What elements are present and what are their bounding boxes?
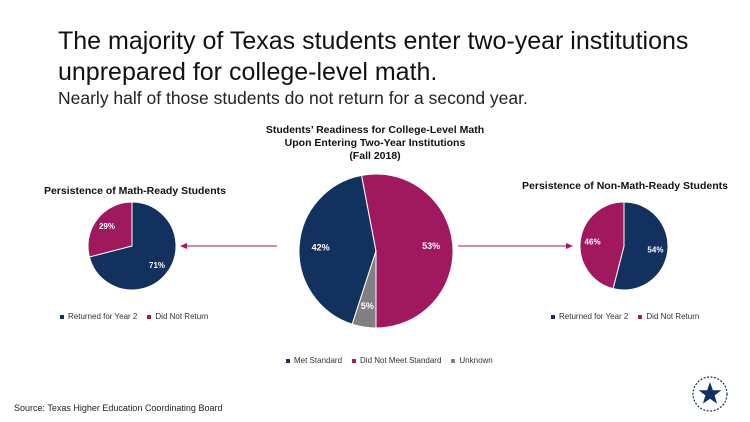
legend-label-not-met: Did Not Meet Standard bbox=[360, 356, 442, 365]
right-legend-label-not-return: Did Not Return bbox=[646, 312, 700, 321]
left-legend-label-not-return: Did Not Return bbox=[155, 312, 209, 321]
legend-item-met-standard: Met Standard bbox=[286, 356, 342, 365]
right-legend-item-returned: Returned for Year 2 bbox=[551, 312, 628, 321]
legend-label-met: Met Standard bbox=[294, 356, 343, 365]
right-legend-item-not-return: Did Not Return bbox=[638, 312, 699, 321]
main-slice-did-not-meet-standard bbox=[360, 173, 454, 329]
main-chart-title: Students’ Readiness for College-Level Ma… bbox=[240, 124, 510, 163]
right-legend-label-returned: Returned for Year 2 bbox=[559, 312, 629, 321]
left-data-label-1: 29% bbox=[99, 222, 115, 231]
left-legend-label-returned: Returned for Year 2 bbox=[68, 312, 138, 321]
page-title: The majority of Texas students enter two… bbox=[58, 26, 718, 88]
main-pie-chart: 42% 53% 5% bbox=[298, 173, 454, 329]
right-chart-title: Persistence of Non-Math-Ready Students bbox=[522, 180, 728, 192]
right-arrow bbox=[458, 243, 573, 249]
left-legend-swatch-returned bbox=[60, 314, 64, 319]
main-chart-title-line-1: Students’ Readiness for College-Level Ma… bbox=[265, 124, 485, 136]
agency-seal-icon bbox=[692, 376, 728, 412]
source-note: Source: Texas Higher Education Coordinat… bbox=[14, 403, 223, 413]
main-chart-title-line-3: (Fall 2018) bbox=[349, 150, 401, 162]
left-legend: Returned for Year 2 Did Not Return bbox=[60, 312, 208, 321]
main-data-label-1: 53% bbox=[422, 241, 440, 251]
right-slice-returned-for-year-2 bbox=[612, 201, 669, 291]
right-pie-chart: 54% 46% bbox=[579, 201, 669, 291]
left-arrow bbox=[180, 243, 277, 249]
left-legend-item-not-return: Did Not Return bbox=[147, 312, 208, 321]
main-legend: Met Standard Did Not Meet Standard Unkno… bbox=[286, 356, 493, 365]
main-chart-title-line-2: Upon Entering Two-Year Institutions bbox=[284, 137, 466, 149]
legend-swatch-met bbox=[286, 358, 290, 363]
legend-item-did-not-meet: Did Not Meet Standard bbox=[352, 356, 441, 365]
right-legend-swatch-returned bbox=[551, 314, 555, 319]
main-slice-met-standard bbox=[298, 174, 377, 325]
left-pie-chart: 71% 29% bbox=[87, 201, 177, 291]
left-chart-title: Persistence of Math-Ready Students bbox=[43, 185, 227, 197]
main-data-label-2: 5% bbox=[361, 301, 374, 311]
main-slice-unknown bbox=[351, 250, 377, 329]
legend-label-unknown: Unknown bbox=[459, 356, 493, 365]
left-data-label-0: 71% bbox=[149, 261, 165, 270]
title-line-2: unprepared for college-level math. bbox=[58, 58, 438, 86]
right-data-label-0: 54% bbox=[647, 246, 663, 255]
legend-swatch-not-met bbox=[352, 358, 357, 363]
right-legend: Returned for Year 2 Did Not Return bbox=[551, 312, 699, 321]
left-legend-swatch-not-return bbox=[147, 314, 152, 319]
main-data-label-0: 42% bbox=[312, 243, 330, 253]
left-legend-item-returned: Returned for Year 2 bbox=[60, 312, 137, 321]
title-line-1: The majority of Texas students enter two… bbox=[58, 27, 689, 55]
legend-swatch-unknown bbox=[451, 358, 456, 363]
left-slice-returned-for-year-2 bbox=[88, 201, 177, 291]
page-subtitle: Nearly half of those students do not ret… bbox=[58, 88, 528, 108]
legend-item-unknown: Unknown bbox=[451, 356, 493, 365]
left-slice-did-not-return bbox=[87, 201, 133, 258]
right-legend-swatch-not-return bbox=[638, 314, 643, 319]
right-slice-did-not-return bbox=[579, 201, 625, 290]
right-data-label-1: 46% bbox=[585, 238, 601, 247]
